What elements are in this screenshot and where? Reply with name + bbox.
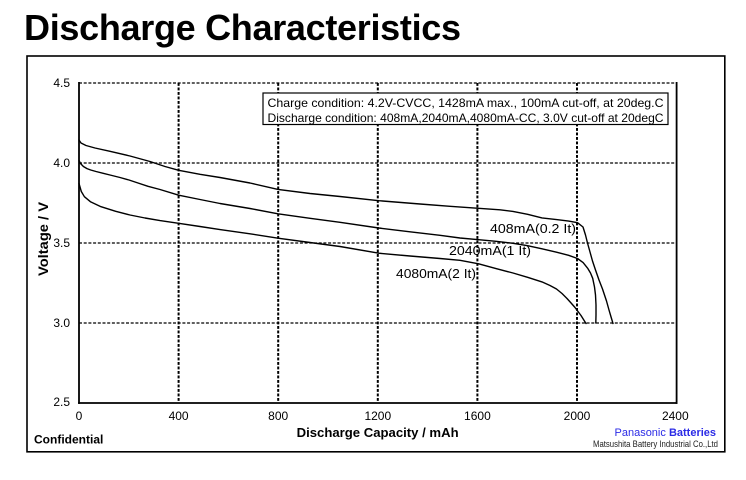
svg-text:Confidential: Confidential — [34, 433, 103, 447]
svg-text:Discharge Capacity / mAh: Discharge Capacity / mAh — [297, 426, 459, 440]
svg-text:Voltage / V: Voltage / V — [36, 202, 51, 276]
svg-text:4.0: 4.0 — [53, 156, 70, 170]
svg-text:800: 800 — [268, 409, 288, 423]
svg-text:1200: 1200 — [364, 409, 391, 423]
svg-text:2000: 2000 — [564, 409, 591, 423]
svg-text:2040mA(1 It): 2040mA(1 It) — [449, 243, 531, 258]
svg-text:Matsushita Battery Industrial: Matsushita Battery Industrial Co.,Ltd — [593, 439, 718, 450]
svg-text:400: 400 — [169, 409, 189, 423]
svg-text:Discharge condition: 408mA,204: Discharge condition: 408mA,2040mA,4080mA… — [268, 111, 664, 125]
svg-text:408mA(0.2 It): 408mA(0.2 It) — [490, 221, 576, 236]
svg-text:2.5: 2.5 — [53, 395, 70, 409]
svg-text:0: 0 — [76, 409, 83, 423]
svg-text:3.5: 3.5 — [53, 236, 70, 250]
svg-text:2400: 2400 — [662, 409, 689, 423]
svg-text:Panasonic Batteries: Panasonic Batteries — [615, 427, 717, 439]
svg-text:3.0: 3.0 — [53, 316, 70, 330]
svg-text:1600: 1600 — [464, 409, 491, 423]
svg-text:Charge condition: 4.2V-CVCC, 1: Charge condition: 4.2V-CVCC, 1428mA max.… — [268, 96, 664, 110]
svg-text:4.5: 4.5 — [53, 76, 70, 90]
svg-text:Discharge Characteristics: Discharge Characteristics — [24, 7, 461, 48]
svg-text:4080mA(2 It): 4080mA(2 It) — [396, 266, 476, 281]
